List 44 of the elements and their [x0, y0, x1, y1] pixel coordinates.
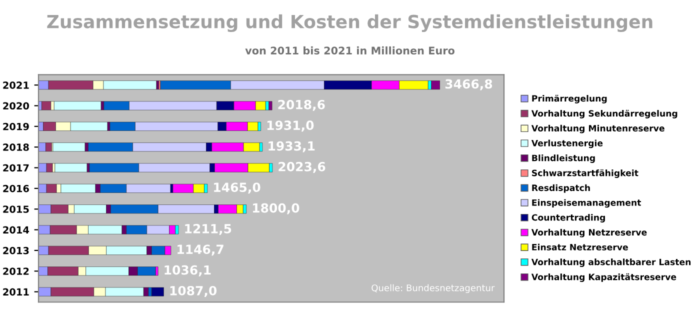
legend-label: Schwarzstartfähigkeit	[532, 169, 638, 178]
y-tick-label: 2016	[3, 184, 29, 192]
bar	[268, 101, 272, 110]
legend-label: Blindleistung	[532, 154, 595, 163]
y-tick-label: 2020	[3, 102, 30, 110]
legend-label: Einspeisemanagement	[532, 199, 641, 208]
annotation: 1800,0	[252, 203, 300, 214]
bar	[54, 163, 88, 172]
y-tick-label: 2012	[3, 268, 29, 275]
legend-label: Countertrading	[532, 214, 605, 222]
legend-label: Vorhaltung Sekundärregelung	[531, 110, 678, 118]
y-tick-label: 2011	[3, 288, 29, 296]
chart-title: Zusammensetzung und Kosten der Systemdienstleistungen	[47, 14, 652, 32]
annotation: 3466,8	[445, 79, 492, 90]
y-tick-label: 2017	[3, 164, 29, 172]
annotation: 1465,0	[214, 182, 260, 194]
legend-label: Primärregelung	[532, 94, 607, 104]
annotation: 1087,0	[170, 286, 217, 298]
annotation: 2018,6	[278, 100, 325, 111]
legend-label: Einsatz Netzreserve	[532, 244, 628, 250]
annotation: 2023,6	[278, 162, 326, 173]
bar	[42, 101, 52, 110]
y-tick-label: 2019	[3, 122, 29, 130]
legend-label: Vorhaltung Netzreserve	[531, 228, 647, 238]
annotation: 1931,0	[267, 120, 314, 132]
y-tick-label: 2014	[3, 226, 30, 234]
annotation: 1146,7	[178, 244, 224, 256]
legend-label: Vorhaltung Kapazitätsreserve	[531, 273, 676, 282]
y-tick-label: 2015	[3, 206, 29, 213]
legend-label: Vorhaltung abschaltbarer Lasten	[531, 258, 691, 267]
annotation: 1036,1	[164, 265, 211, 276]
chart-subtitle: von 2011 bis 2021 in Millionen Euro	[245, 46, 454, 54]
annotation: Quelle: Bundesnetzagentur	[372, 284, 495, 294]
y-tick-label: 2021	[3, 82, 29, 89]
legend-label: Vorhaltung Minutenreserve	[531, 124, 664, 134]
legend-label: Resdispatch	[532, 184, 590, 193]
y-tick-label: 2013	[3, 246, 29, 254]
bar	[431, 80, 440, 90]
bar	[54, 101, 102, 110]
y-tick-label: 2018	[3, 144, 29, 151]
legend-label: Verlustenergie	[531, 140, 603, 148]
annotation: 1933,1	[268, 141, 315, 152]
annotation: 1211,5	[185, 224, 232, 235]
bar	[152, 287, 164, 296]
